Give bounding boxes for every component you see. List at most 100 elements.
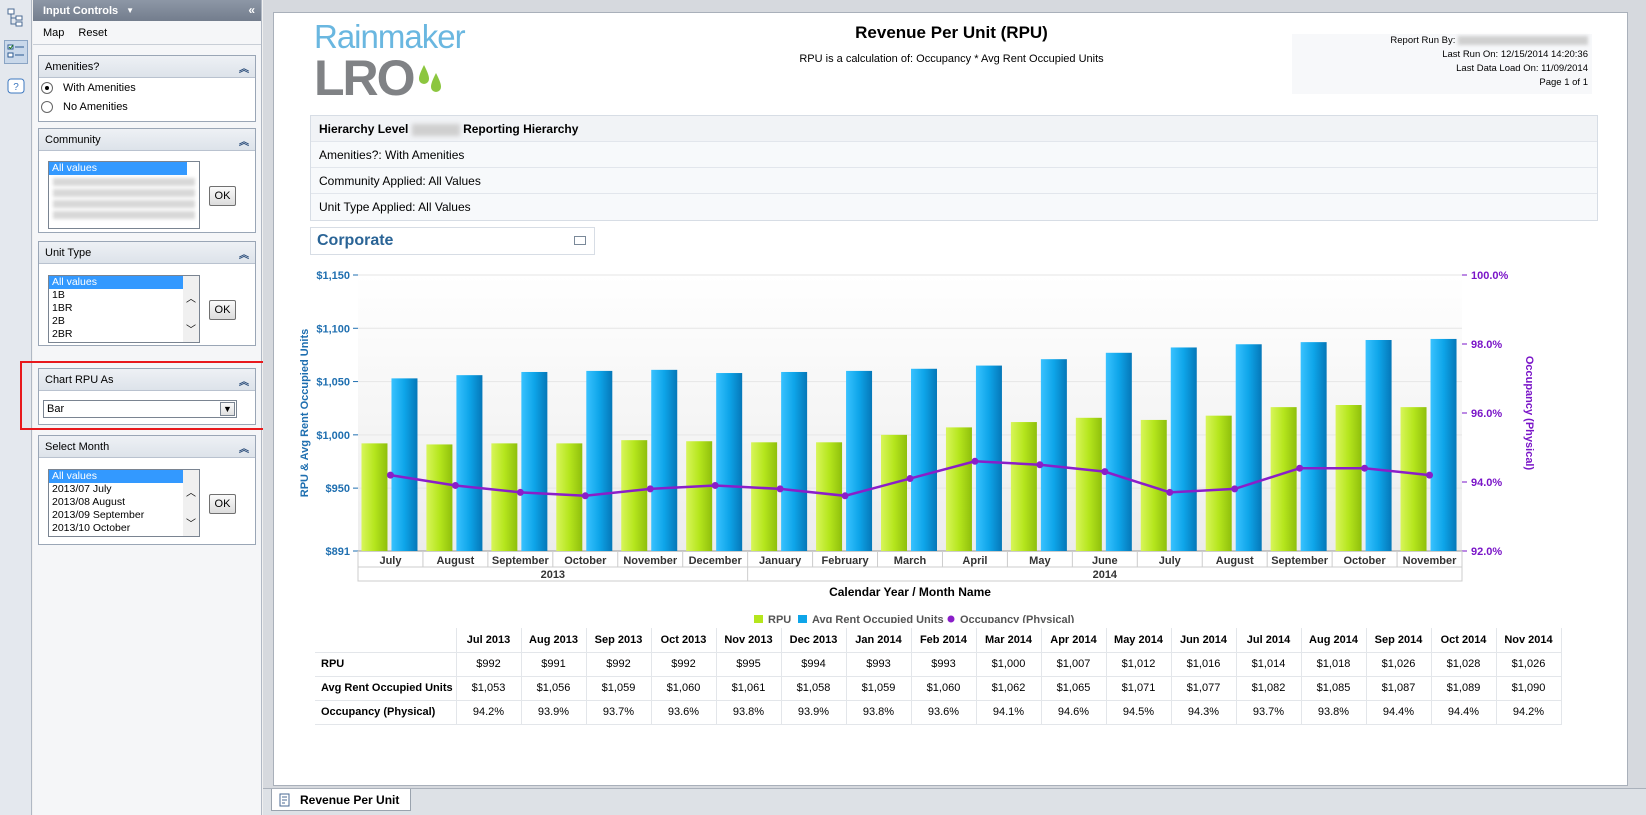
table-cell: $1,018 [1301, 652, 1367, 677]
unit-type-listbox[interactable]: All values 1B 1BR 2B 2BR ︿ ﹀ [48, 275, 200, 343]
radio-with-amenities[interactable]: With Amenities [39, 78, 255, 97]
occupancy-point [971, 457, 979, 465]
redacted-item [53, 189, 195, 197]
column-header: Oct 2014 [1431, 628, 1497, 653]
select-month-ok-button[interactable]: OK [209, 494, 236, 514]
reset-link[interactable]: Reset [78, 26, 108, 39]
table-cell: $1,060 [651, 676, 717, 701]
collapse-section-icon[interactable]: ︽ [239, 137, 249, 148]
chevron-down-icon[interactable]: ﹀ [186, 325, 196, 336]
chevron-down-icon[interactable]: ﹀ [186, 519, 196, 530]
chevron-up-icon[interactable]: ︿ [186, 488, 196, 499]
y2-axis-title: Occupancy (Physical) [1523, 356, 1535, 471]
list-item[interactable]: 2BR [52, 328, 73, 340]
bar-rpu [426, 444, 453, 551]
radio-button-selected[interactable] [41, 81, 53, 94]
listbox-scrollbar[interactable]: ︿ ﹀ [183, 470, 199, 536]
y2-tick-label: 100.0% [1471, 270, 1509, 282]
table-corner-cell [315, 628, 457, 653]
chevron-down-icon[interactable]: ▼ [220, 402, 235, 416]
x-tick-label: December [689, 555, 743, 567]
community-ok-button[interactable]: OK [209, 186, 236, 206]
x-tick-label: June [1092, 555, 1118, 567]
table-cell: $993 [846, 652, 912, 677]
bar-rpu [1400, 407, 1427, 551]
chart-rpu-title[interactable]: Chart RPU As ︽ [39, 369, 255, 391]
occupancy-point [581, 492, 589, 500]
bar-avg-rent [1040, 359, 1067, 551]
table-cell: $1,059 [586, 676, 652, 701]
document-structure-icon[interactable] [4, 6, 28, 30]
radio-no-amenities[interactable]: No Amenities [39, 97, 255, 116]
amenities-title[interactable]: Amenities? ︽ [39, 56, 255, 78]
help-icon[interactable]: ? [4, 74, 28, 98]
table-cell: 94.3% [1171, 700, 1237, 725]
community-listbox[interactable]: All values [48, 161, 200, 229]
bar-avg-rent [456, 375, 483, 551]
legend-label-avg-rent: Avg Rent Occupied Units [812, 614, 944, 623]
section-options-icon[interactable] [574, 236, 586, 245]
listbox-scrollbar[interactable]: ︿ ﹀ [183, 276, 199, 342]
filter-summary-table: Hierarchy Level Reporting Hierarchy Amen… [310, 115, 1598, 221]
collapse-section-icon[interactable]: ︽ [239, 377, 249, 388]
redacted-item [53, 178, 195, 186]
table-cell: $1,087 [1366, 676, 1432, 701]
select-month-listbox[interactable]: All values 2013/07 July 2013/08 August 2… [48, 469, 200, 537]
community-title-text: Community [45, 133, 101, 146]
redacted-item [53, 200, 195, 208]
unit-type-ok-button[interactable]: OK [209, 300, 236, 320]
bar-rpu [491, 443, 518, 551]
x-tick-label: November [1403, 555, 1458, 567]
year-group-band [357, 566, 1463, 582]
company-logo: Rainmaker LRO [314, 19, 484, 105]
year-label: 2013 [541, 569, 565, 581]
table-cell: $1,085 [1301, 676, 1367, 701]
radio-button[interactable] [41, 100, 53, 113]
list-item[interactable]: All values [49, 470, 187, 483]
occupancy-point [1426, 471, 1434, 479]
bar-rpu [1335, 405, 1362, 551]
x-tick-label: July [379, 555, 402, 567]
input-controls-title[interactable]: Input Controls [43, 4, 119, 17]
run-by-label: Report Run By: [1390, 35, 1456, 46]
collapse-panel-icon[interactable]: « [248, 3, 255, 17]
redacted-user [1458, 35, 1588, 45]
report-tab[interactable]: Revenue Per Unit [271, 789, 411, 811]
select-month-title-text: Select Month [45, 440, 110, 453]
select-month-title[interactable]: Select Month ︽ [39, 436, 255, 458]
dropdown-arrow-icon[interactable]: ▼ [126, 6, 135, 15]
column-header: Aug 2014 [1301, 628, 1367, 653]
list-item[interactable]: 2013/10 October [52, 522, 131, 534]
collapse-section-icon[interactable]: ︽ [239, 250, 249, 261]
list-item[interactable]: 2013/09 September [52, 509, 145, 521]
unit-type-title[interactable]: Unit Type ︽ [39, 242, 255, 264]
list-item[interactable]: 1BR [52, 302, 73, 314]
community-title[interactable]: Community ︽ [39, 129, 255, 151]
occupancy-point [776, 485, 784, 493]
map-link[interactable]: Map [43, 26, 65, 39]
report-document-icon [279, 793, 290, 806]
table-cell: $1,058 [781, 676, 847, 701]
unit-type-applied-row: Unit Type Applied: All Values [311, 194, 1597, 220]
hierarchy-label: Hierarchy Level [319, 122, 409, 136]
column-header: Sep 2014 [1366, 628, 1432, 653]
list-item[interactable]: 1B [52, 289, 65, 301]
legend-swatch-rpu [754, 615, 763, 623]
table-cell: $1,065 [1041, 676, 1107, 701]
list-item[interactable]: 2013/08 August [52, 496, 125, 508]
occupancy-point [646, 485, 654, 493]
column-header: Sep 2013 [586, 628, 652, 653]
list-item[interactable]: 2013/07 July [52, 483, 112, 495]
row-header: Avg Rent Occupied Units [315, 676, 457, 701]
chevron-up-icon[interactable]: ︿ [186, 294, 196, 305]
list-item[interactable]: All values [49, 276, 187, 289]
collapse-section-icon[interactable]: ︽ [239, 64, 249, 75]
list-item[interactable]: 2B [52, 315, 65, 327]
bar-avg-rent [975, 365, 1002, 551]
chart-rpu-select[interactable]: Bar ▼ [43, 400, 237, 418]
input-controls-icon[interactable] [4, 40, 28, 64]
collapse-section-icon[interactable]: ︽ [239, 444, 249, 455]
amenities-applied-row: Amenities?: With Amenities [311, 142, 1597, 168]
bar-avg-rent [1235, 344, 1262, 551]
list-item[interactable]: All values [49, 162, 187, 175]
